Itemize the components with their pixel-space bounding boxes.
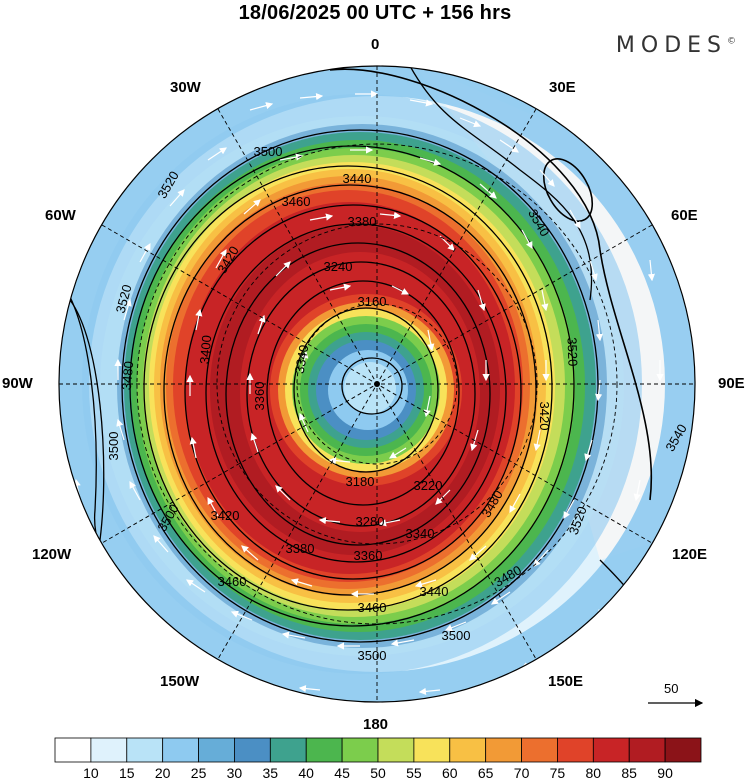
contour-label: 3280 bbox=[356, 514, 385, 529]
modes-logo: MODES© bbox=[616, 33, 736, 58]
colorbar-swatch bbox=[628, 737, 666, 763]
colorbar-tick-label: 75 bbox=[549, 765, 566, 781]
colorbar-swatch bbox=[90, 737, 128, 763]
contour-label: 3360 bbox=[354, 548, 383, 563]
contour-label: 3420 bbox=[211, 508, 240, 523]
colorbar-tick-label: 10 bbox=[83, 765, 99, 781]
colorbar-swatch bbox=[234, 737, 271, 763]
colorbar-swatch bbox=[305, 737, 343, 763]
colorbar-swatch bbox=[557, 737, 594, 763]
contour-label: 3180 bbox=[346, 474, 375, 489]
contour-label: 3520 bbox=[564, 337, 580, 366]
colorbar-swatch bbox=[162, 737, 199, 763]
contour-label: 3460 bbox=[218, 574, 247, 589]
contour-label: 3480 bbox=[119, 361, 136, 391]
lon-label-90w: 90W bbox=[2, 375, 33, 392]
colorbar-swatch bbox=[449, 737, 487, 763]
lon-label-150e: 150E bbox=[548, 673, 584, 690]
lon-label-60w: 60W bbox=[45, 207, 76, 224]
colorbar-swatch bbox=[485, 737, 522, 763]
contour-label: 3340 bbox=[406, 526, 435, 541]
contour-label: 3460 bbox=[282, 194, 311, 209]
geopotential-contours bbox=[59, 66, 661, 643]
colorbar-swatch bbox=[664, 737, 702, 763]
contour-label: 3240 bbox=[324, 259, 353, 274]
contour-label: 3160 bbox=[358, 294, 387, 309]
colorbar-tick-label: 20 bbox=[154, 765, 171, 781]
colorbar-swatch bbox=[413, 737, 451, 763]
colorbar-swatch bbox=[341, 737, 379, 763]
colorbar-swatch bbox=[269, 737, 307, 763]
lon-label-60e: 60E bbox=[671, 207, 698, 224]
contour-label: 3440 bbox=[343, 171, 372, 186]
contour-label: 3460 bbox=[358, 600, 387, 615]
contour-label: 3220 bbox=[414, 478, 443, 493]
colorbar-swatch bbox=[521, 737, 558, 763]
contour-label: 3380 bbox=[348, 214, 377, 229]
contour-label: 3500 bbox=[442, 628, 471, 643]
contour-label: 3500 bbox=[358, 648, 387, 663]
copyright-mark: © bbox=[727, 36, 736, 47]
lon-label-120w: 120W bbox=[32, 546, 72, 563]
lon-label-30w: 30W bbox=[170, 79, 201, 96]
colorbar-swatch bbox=[126, 737, 164, 763]
contour-label: 3500 bbox=[254, 144, 283, 159]
colorbar-tick-label: 35 bbox=[262, 765, 279, 781]
lon-label-150w: 150W bbox=[160, 673, 200, 690]
colorbar-tick-label: 90 bbox=[657, 765, 673, 781]
colorbar-swatch bbox=[54, 737, 92, 763]
wind-speed-shading bbox=[59, 66, 695, 702]
colorbar-swatch bbox=[377, 737, 415, 763]
contour-label: 3400 bbox=[197, 335, 214, 365]
colorbar-tick-label: 40 bbox=[298, 765, 314, 781]
colorbar-tick-label: 60 bbox=[442, 765, 458, 781]
lon-label-180: 180 bbox=[363, 716, 389, 733]
contour-label: 3500 bbox=[106, 432, 121, 461]
colorbar-tick-label: 45 bbox=[334, 765, 350, 781]
colorbar-tick-label: 85 bbox=[621, 765, 637, 781]
colorbar-tick-label: 65 bbox=[477, 765, 494, 781]
chart-title: 18/06/2025 00 UTC + 156 hrs bbox=[238, 2, 512, 24]
colorbar-tick-label: 50 bbox=[370, 765, 386, 781]
polar-map: 3500 3520 3440 3540 3460 3380 3420 3240 … bbox=[58, 65, 704, 708]
contour-label: 3440 bbox=[420, 584, 449, 599]
contour-label: 3360 bbox=[252, 382, 267, 411]
contour-label: 3380 bbox=[286, 541, 315, 556]
pole-marker bbox=[374, 381, 380, 387]
colorbar-swatch bbox=[592, 737, 630, 763]
contour-label: 3420 bbox=[537, 402, 552, 431]
lon-label-90e: 90E bbox=[718, 375, 745, 392]
contour-label: 3520 bbox=[113, 283, 135, 315]
brand-name: MODES bbox=[615, 33, 727, 58]
colorbar-tick-label: 25 bbox=[190, 765, 207, 781]
colorbar-tick-label: 80 bbox=[585, 765, 602, 781]
lon-label-30e: 30E bbox=[549, 79, 576, 96]
colorbar bbox=[54, 737, 702, 763]
contour-label: 3340 bbox=[292, 344, 312, 375]
colorbar-tick-label: 55 bbox=[406, 765, 422, 781]
colorbar-tick-label: 15 bbox=[119, 765, 135, 781]
reference-vector-label: 50 bbox=[664, 681, 679, 696]
colorbar-tick-label: 70 bbox=[513, 765, 530, 781]
lon-label-0: 0 bbox=[371, 36, 380, 53]
colorbar-swatch bbox=[198, 737, 235, 763]
map-boundary bbox=[58, 65, 696, 703]
lon-label-120e: 120E bbox=[672, 546, 708, 563]
colorbar-tick-label: 30 bbox=[226, 765, 243, 781]
